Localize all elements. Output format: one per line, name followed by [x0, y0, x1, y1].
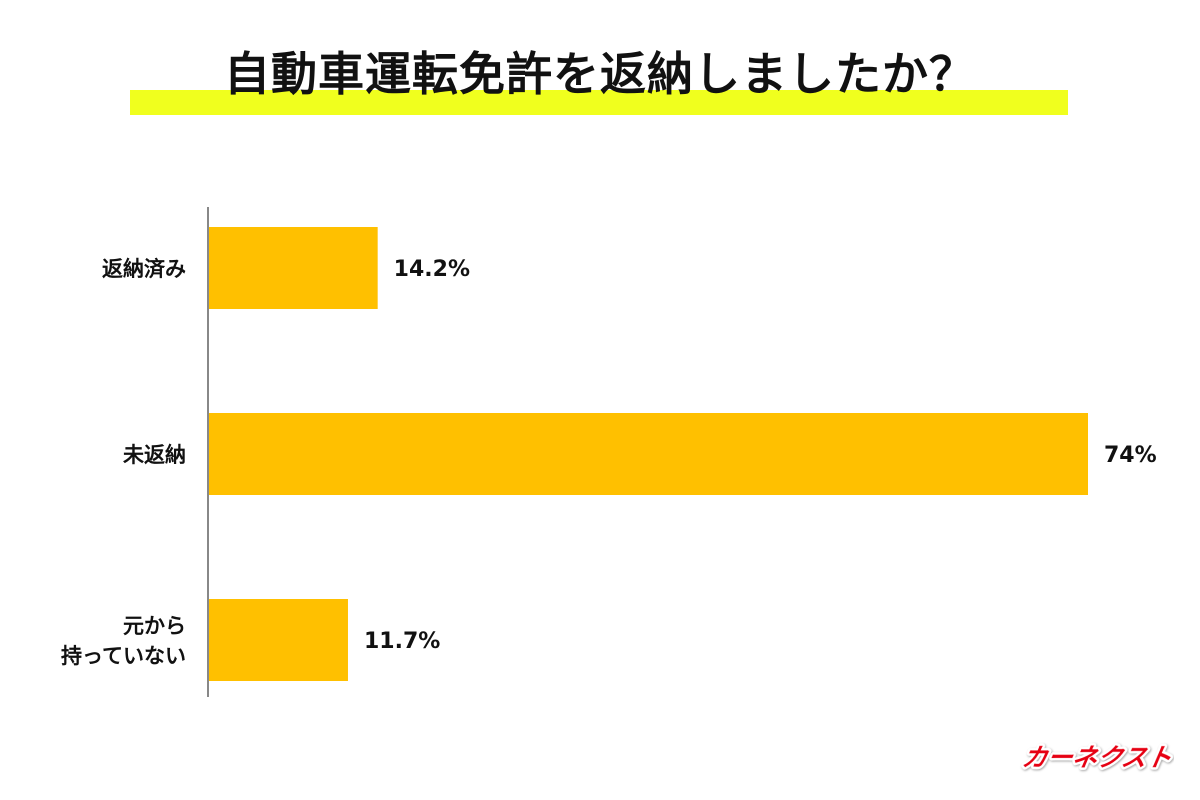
- category-label-0-line-0: 返納済み: [102, 257, 186, 281]
- value-label-1: 74%: [1104, 443, 1157, 468]
- category-label-2-line-1: 持っていない: [61, 644, 186, 668]
- bars-layer: [209, 227, 1088, 681]
- logo-text: カーネクスト: [1020, 743, 1174, 772]
- title-highlight: [130, 90, 1068, 115]
- carnext-logo: カーネクスト: [1018, 741, 1174, 775]
- value-labels-layer: 14.2% 74% 11.7%: [364, 257, 1157, 654]
- bar-1: [209, 413, 1088, 495]
- chart-title: 自動車運転免許を返納しましたか？: [224, 47, 976, 101]
- value-label-2: 11.7%: [364, 629, 440, 654]
- bar-2: [209, 599, 348, 681]
- value-label-0: 14.2%: [394, 257, 470, 282]
- category-label-1-line-0: 未返納: [123, 443, 186, 467]
- bar-0: [209, 227, 378, 309]
- category-label-2-line-0: 元から: [123, 614, 186, 638]
